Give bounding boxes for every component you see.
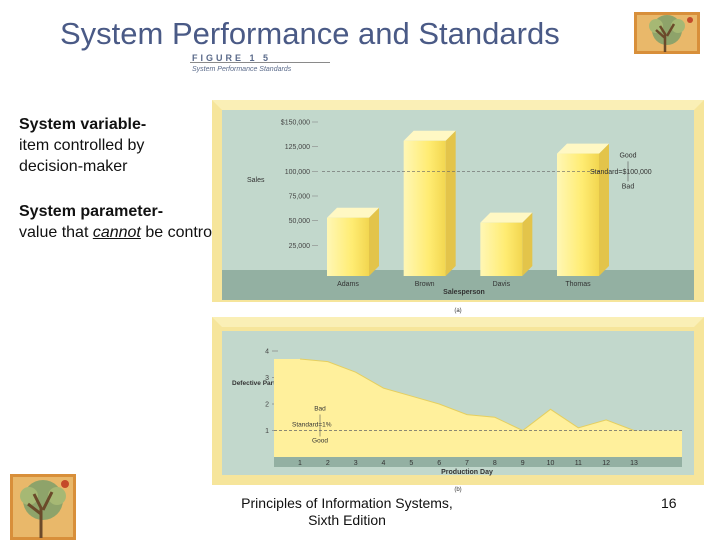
- definition-system-variable: System variable- item controlled by deci…: [19, 114, 179, 177]
- x-tick-label: Adams: [337, 281, 359, 288]
- bar-top: [557, 143, 609, 154]
- x-tick-label: 6: [437, 460, 441, 467]
- annotation-good: Good: [619, 152, 636, 159]
- y-tick-label: 125,000: [285, 144, 310, 151]
- panel-label-a: (a): [454, 308, 461, 314]
- area-fill: [274, 358, 682, 457]
- annotation-bad: Bad: [622, 183, 635, 190]
- bar-top: [327, 207, 379, 218]
- x-tick-label: 2: [326, 460, 330, 467]
- term-system-parameter: System parameter-: [19, 203, 164, 220]
- figure-label: FIGURE 1 5: [192, 53, 272, 63]
- y-axis-label: Sales: [247, 177, 265, 184]
- panel-label-b: (b): [454, 487, 461, 493]
- bar: [480, 222, 523, 276]
- definition-system-parameter: System parameter- value that cannot be c…: [19, 201, 237, 243]
- x-tick-label: 3: [354, 460, 358, 467]
- bar-side: [445, 130, 456, 276]
- bar-side: [369, 207, 379, 276]
- bar: [327, 217, 369, 276]
- x-tick-label: 12: [602, 460, 610, 467]
- x-tick-label: Brown: [415, 281, 435, 288]
- bar: [557, 153, 599, 276]
- standard-label: Standard=$100,000: [590, 169, 652, 176]
- x-tick-label: Davis: [493, 281, 511, 288]
- tree-logo-icon: [634, 12, 700, 54]
- chart-floor: [274, 457, 682, 467]
- bar-side: [522, 212, 533, 276]
- chart-frame-top: [212, 317, 704, 327]
- annotation-good: Good: [312, 438, 328, 445]
- sales-bar-chart: 25,000 50,000 75,000 100,000 125,000 $150,000…: [212, 100, 704, 314]
- desc-system-parameter-emph: cannot: [92, 224, 141, 241]
- desc-system-variable: item controlled by decision-maker: [19, 137, 145, 175]
- page-number: 16: [661, 495, 677, 511]
- standard-label: Standard=1%: [292, 422, 332, 429]
- x-axis-label: Salesperson: [443, 289, 485, 296]
- chart-floor: [222, 270, 694, 300]
- area-line: [299, 358, 635, 432]
- y-tick-label: 4: [265, 349, 269, 356]
- y-tick-label: 75,000: [289, 194, 311, 201]
- figure-caption: System Performance Standards: [192, 66, 292, 73]
- x-tick-label: 11: [575, 460, 582, 467]
- y-axis-label: Defective Parts (%): [232, 380, 291, 387]
- bar-side: [599, 143, 609, 276]
- annotation-bad: Bad: [314, 406, 326, 413]
- footer-line-1: Principles of Information Systems,: [241, 495, 453, 511]
- y-tick-label: 25,000: [289, 243, 311, 250]
- x-tick-label: Thomas: [565, 281, 591, 288]
- x-tick-label: 7: [465, 460, 469, 467]
- bar: [403, 140, 446, 276]
- x-tick-label: 13: [630, 460, 638, 467]
- x-tick-label: 1: [298, 460, 302, 467]
- footer: Principles of Information Systems, Sixth…: [232, 495, 462, 529]
- y-tick-label: 100,000: [285, 169, 310, 176]
- x-tick-label: 5: [409, 460, 413, 467]
- bar-top: [480, 212, 533, 223]
- x-axis-label: Production Day: [441, 469, 493, 476]
- y-tick-label: 1: [265, 428, 269, 435]
- y-tick-label: 2: [265, 402, 269, 409]
- y-tick-label: 50,000: [289, 218, 311, 225]
- term-system-variable: System variable-: [19, 116, 147, 133]
- figure-rule: [190, 62, 330, 63]
- slide-title: System Performance and Standards: [60, 16, 560, 51]
- x-tick-label: 10: [547, 460, 555, 467]
- bar-top: [403, 130, 456, 141]
- x-tick-label: 8: [493, 460, 497, 467]
- y-tick-label: 3: [265, 375, 269, 382]
- y-tick-label: $150,000: [281, 120, 310, 127]
- x-tick-label: 4: [382, 460, 386, 467]
- chart-frame-top: [212, 100, 704, 110]
- tree-logo-icon: [10, 474, 76, 540]
- footer-line-2: Sixth Edition: [308, 512, 386, 528]
- x-tick-label: 9: [521, 460, 525, 467]
- chart-wall: [222, 110, 694, 290]
- desc-system-parameter-before: value that: [19, 224, 93, 241]
